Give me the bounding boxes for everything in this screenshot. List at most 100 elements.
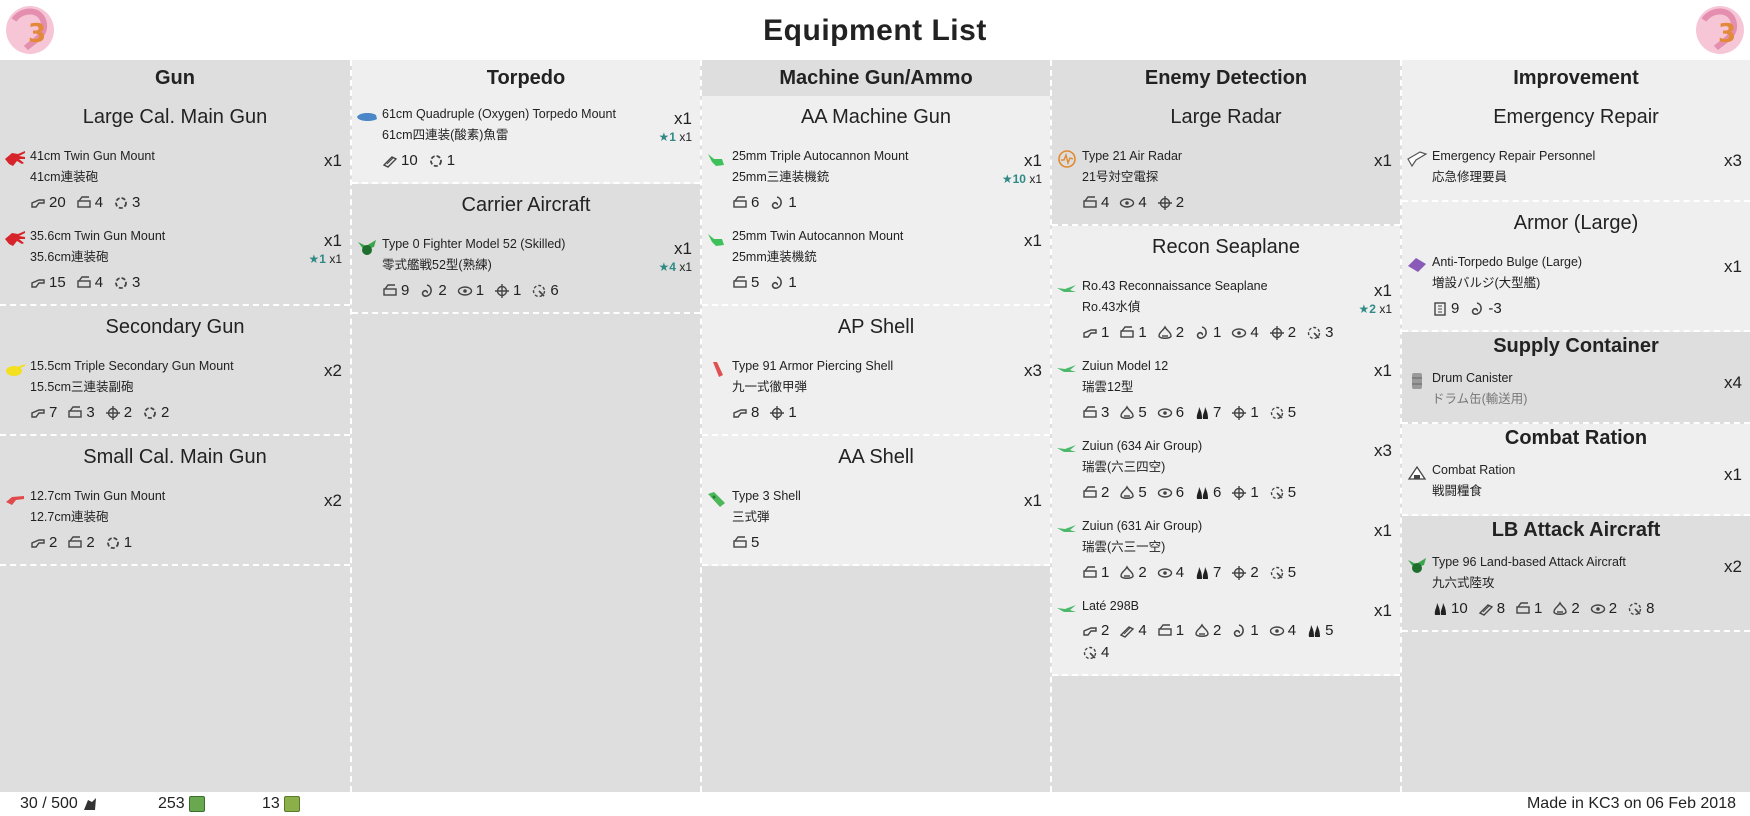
- stat-value: 4: [1138, 622, 1147, 639]
- equipment-columns: Gun Large Cal. Main Gun 41cm Twin Gun Moun…: [0, 60, 1750, 792]
- equipment-name-en: 61cm Quadruple (Oxygen) Torpedo Mount: [382, 107, 616, 121]
- equipment-count: x1: [324, 231, 342, 250]
- stat-value: 5: [1287, 484, 1297, 501]
- evasion-icon: [772, 196, 783, 209]
- equipment-count: x1: [674, 239, 692, 258]
- stat: 1: [769, 402, 797, 424]
- range-icon: [1270, 406, 1283, 420]
- stat: 5: [1119, 482, 1147, 504]
- seaplane-icon: [1056, 520, 1078, 538]
- fighter-icon: [356, 238, 378, 256]
- credit-text: Made in KC3 on 06 Feb 2018: [1526, 795, 1736, 812]
- stat: 5: [1306, 620, 1333, 642]
- equipment-item[interactable]: Type 3 Shell 三式弾 x1 5: [702, 478, 1050, 558]
- land-attacker-icon: [1406, 556, 1428, 574]
- stat-value: 7: [49, 404, 58, 421]
- equipment-name-en: Anti-Torpedo Bulge (Large): [1432, 255, 1583, 269]
- asw-icon: [1195, 623, 1209, 637]
- stat-value: 1: [446, 152, 456, 169]
- anti-air-icon: [383, 284, 397, 296]
- stat-value: 1: [1175, 622, 1185, 639]
- equipment-stats: 9 -3: [1432, 298, 1716, 320]
- equipment-name-jp: 増設バルジ(大型艦): [1432, 276, 1541, 290]
- stat: 1: [105, 532, 132, 554]
- equipment-item[interactable]: 41cm Twin Gun Mount 41cm連装砲 x1 20 4 3: [0, 138, 350, 218]
- equipment-item[interactable]: 35.6cm Twin Gun Mount 35.6cm連装砲 x1 ★1 x1 15 4…: [0, 218, 350, 298]
- equipment-item[interactable]: Laté 298B x1 2 4 1 2 1 4 5 4: [1052, 588, 1400, 668]
- instant-repair-icon: [188, 796, 205, 812]
- column-header: Enemy Detection: [1144, 67, 1308, 89]
- equipment-count: x1: [324, 151, 342, 170]
- section-default: 61cm Quadruple (Oxygen) Torpedo Mount 61c…: [352, 60, 700, 184]
- accuracy-icon: [115, 197, 127, 209]
- section-title: Recon Seaplane: [1152, 236, 1300, 258]
- stat: 3: [1306, 322, 1333, 344]
- stat: 6: [1157, 402, 1184, 424]
- equipment-item[interactable]: Drum Canister ドラム缶(輸送用) x4: [1402, 360, 1750, 416]
- anti-air-icon: [1157, 624, 1172, 636]
- section-aa-shell: AA Shell Type 3 Shell 三式弾 x1 5: [702, 436, 1050, 566]
- stat: 5: [1119, 402, 1147, 424]
- stat-value: 8: [1646, 600, 1655, 617]
- stat-value: 6: [550, 282, 559, 299]
- equipment-item[interactable]: Zuiun (634 Air Group) 瑞雲(六三四空) x3 2 5 6 6 1 5: [1052, 428, 1400, 508]
- stat: 6: [1194, 482, 1221, 504]
- equipment-item[interactable]: 25mm Triple Autocannon Mount 25mm三連装機銃 x1 ★…: [702, 138, 1050, 218]
- stat-value: 3: [86, 404, 95, 421]
- stat: 4: [1157, 562, 1184, 584]
- stat-value: 1: [1250, 484, 1259, 501]
- stat: 2: [1082, 482, 1109, 504]
- equipment-name-en: Zuiun (634 Air Group): [1082, 439, 1203, 453]
- equipment-item[interactable]: Type 96 Land-based Attack Aircraft 九六式陸攻 x…: [1402, 544, 1750, 624]
- stat-value: 4: [1138, 194, 1147, 211]
- stat: 4: [1082, 192, 1109, 214]
- stat: 1: [1231, 402, 1259, 424]
- evasion-icon: [1196, 326, 1207, 339]
- stat: 8: [732, 402, 759, 424]
- seaplane-icon: [1056, 440, 1078, 458]
- section-lb-attack-aircraft: LB Attack Aircraft Type 96 Land-based Att…: [1402, 516, 1750, 632]
- equipment-item[interactable]: Anti-Torpedo Bulge (Large) 増設バルジ(大型艦) x1 9 -…: [1402, 244, 1750, 324]
- equipment-slot-icon: [83, 798, 96, 810]
- stat: 3: [67, 402, 95, 424]
- section-emergency-repair: Emergency Repair Emergency Repair Personn…: [1402, 60, 1750, 202]
- los-icon: [1157, 488, 1172, 498]
- equipment-item[interactable]: Ro.43 Reconnaissance Seaplane Ro.43水偵 x1 ★2…: [1052, 268, 1400, 348]
- equipment-name-en: Type 96 Land-based Attack Aircraft: [1432, 555, 1626, 569]
- stat: 3: [1082, 402, 1109, 424]
- improvement-material-icon: [283, 796, 300, 812]
- equipment-item[interactable]: Type 0 Fighter Model 52 (Skilled) 零式艦戦52型…: [352, 226, 700, 306]
- section-title: Combat Ration: [1504, 427, 1648, 449]
- stat-value: 2: [161, 404, 170, 421]
- stat: 5: [1269, 482, 1296, 504]
- equipment-item[interactable]: Type 91 Armor Piercing Shell 九一式徹甲弾 x3 8 1: [702, 348, 1050, 428]
- equipment-item[interactable]: 15.5cm Triple Secondary Gun Mount 15.5cm三…: [0, 348, 350, 428]
- stat: 1: [457, 280, 484, 302]
- stat: 2: [1157, 192, 1184, 214]
- equipment-item[interactable]: Zuiun Model 12 瑞雲12型 x1 3 5 6 7 1 5: [1052, 348, 1400, 428]
- stat-value: 15: [49, 274, 66, 291]
- equipment-item[interactable]: Type 21 Air Radar 21号対空電探 x1 4 4 2: [1052, 138, 1400, 218]
- stat-value: 2: [1175, 324, 1185, 341]
- los-icon: [1232, 328, 1247, 338]
- ap-shell-icon: [706, 360, 728, 378]
- stat-value: 1: [475, 282, 485, 299]
- equipment-count: x2: [324, 361, 342, 380]
- section-title: AA Shell: [838, 446, 914, 468]
- equipment-item[interactable]: 25mm Twin Autocannon Mount 25mm連装機銃 x1 5 1: [702, 218, 1050, 298]
- equipment-stats: 5: [732, 532, 1016, 554]
- equipment-item[interactable]: Zuiun (631 Air Group) 瑞雲(六三一空) x1 1 2 4 7 2 5: [1052, 508, 1400, 588]
- firepower-icon: [31, 539, 45, 548]
- section-title: Supply Container: [1493, 335, 1659, 357]
- equipment-name-en: 25mm Triple Autocannon Mount: [732, 149, 909, 163]
- section-large-radar: Large Radar Type 21 Air Radar 21号対空電探 x1 4 4 2: [1052, 96, 1400, 226]
- equipment-item[interactable]: 61cm Quadruple (Oxygen) Torpedo Mount 61c…: [352, 96, 700, 176]
- equipment-item[interactable]: Emergency Repair Personnel 応急修理要員 x3: [1402, 138, 1750, 194]
- improvement-level: ★1 x1: [309, 252, 342, 266]
- stat: 2: [142, 402, 169, 424]
- slot-count-value: 30 / 500: [20, 795, 78, 812]
- equipment-item[interactable]: 12.7cm Twin Gun Mount 12.7cm連装砲 x2 2 2 1: [0, 478, 350, 558]
- equipment-item[interactable]: Combat Ration 戦闘糧食 x1: [1402, 452, 1750, 508]
- stat-value: 5: [751, 534, 760, 551]
- stat-value: 10: [401, 152, 418, 169]
